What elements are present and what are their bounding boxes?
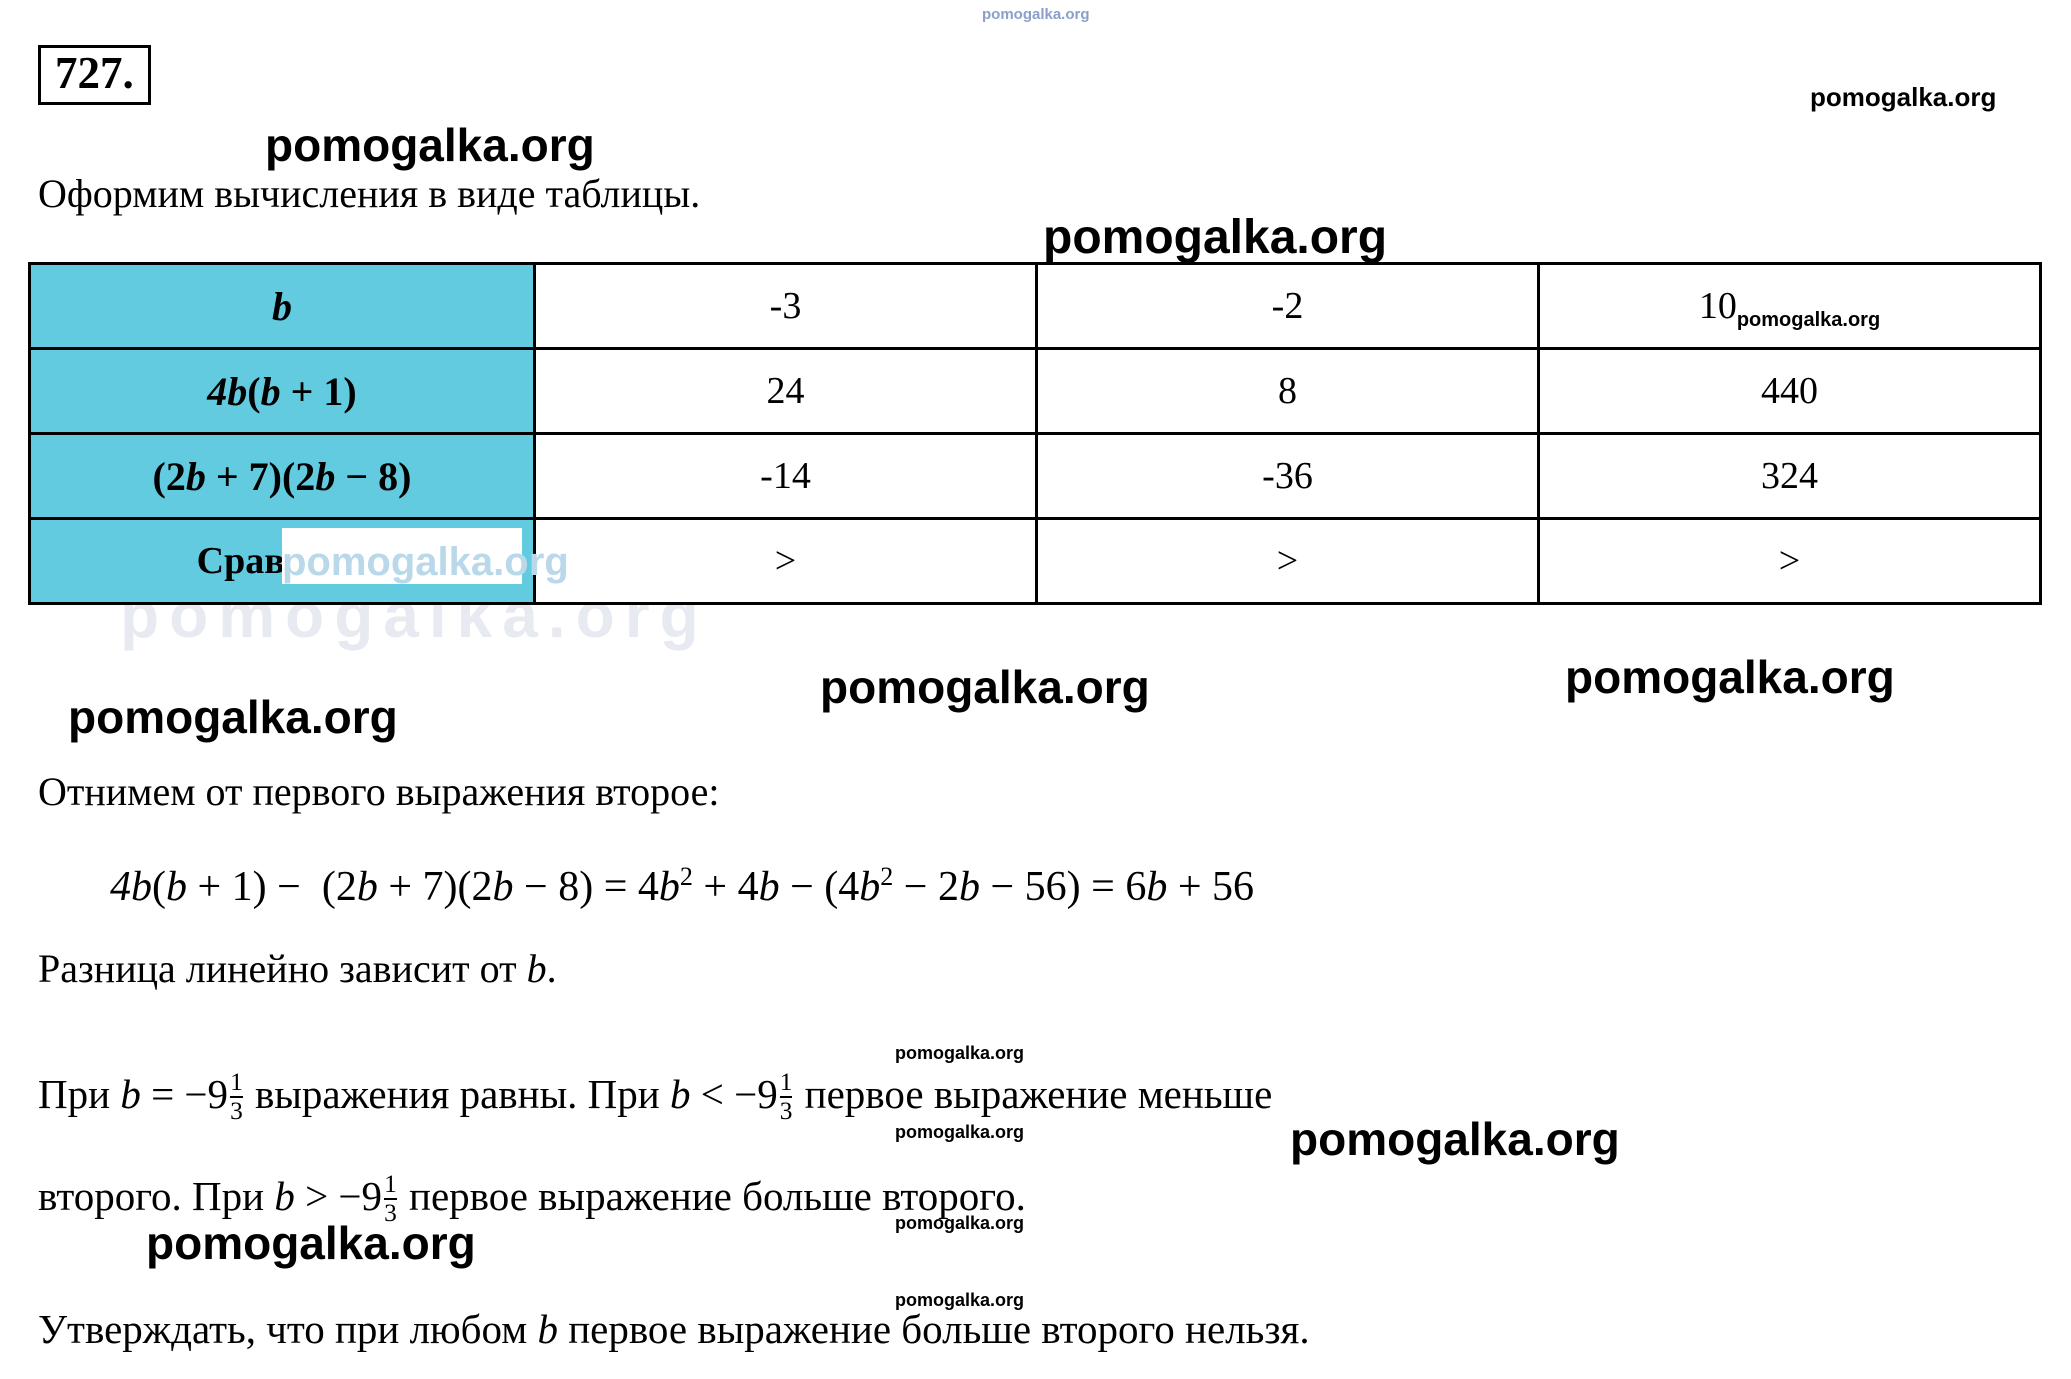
equation: 4b(b + 1) − (2b + 7)(2b − 8) = 4b2 + 4b … (110, 862, 1255, 910)
watermark-mid-center: pomogalka.org (820, 661, 1150, 713)
fraction-denominator: 3 (384, 1197, 397, 1227)
cond-1-prefix: При (38, 1071, 111, 1117)
watermark-top-tiny: pomogalka.org (982, 6, 1090, 23)
table-row-header: 4b(b + 1) (28, 347, 536, 435)
table-row-header: b (28, 262, 536, 350)
variable-b: b (537, 1306, 558, 1352)
table-row: (2b + 7)(2b − 8) -14 -36 324 (28, 432, 2042, 520)
cond-3-prefix: второго. При (38, 1173, 265, 1219)
table-row-header: (2b + 7)(2b − 8) (28, 432, 536, 520)
table-cell: -36 (1035, 432, 1540, 520)
final-line: Утверждать, что при любом b первое выраж… (38, 1305, 1310, 1353)
table-cell: 10pomogalka.org (1537, 262, 2042, 350)
exercise-number: 727. (38, 45, 151, 105)
fraction-denominator: 3 (779, 1095, 793, 1125)
watermark-big-right: pomogalka.org (1290, 1113, 1620, 1165)
watermark-head-1: pomogalka.org (265, 119, 595, 171)
watermark-in-cell: pomogalka.org (1736, 309, 1881, 331)
cond-2-text: первое выражение меньше (804, 1071, 1273, 1117)
subtract-line: Отнимем от первого выражения второе: (38, 769, 720, 814)
watermark-mid-left: pomogalka.org (68, 691, 398, 743)
watermark-top-right: pomogalka.org (1810, 82, 1997, 112)
cond-2-relation: < −9 (700, 1071, 778, 1117)
cond-3-relation: > −9 (305, 1173, 383, 1219)
conditions-line-1: При b = −9 1 3 выражения равны. При b < −9… (38, 1067, 1273, 1126)
fraction-numerator: 1 (779, 1067, 793, 1096)
cond-3-text: первое выражение больше второго. (409, 1173, 1026, 1219)
table-cell: -14 (533, 432, 1038, 520)
table-cell: 24 (533, 347, 1038, 435)
cond-1-text: выражения равны. При (255, 1071, 660, 1117)
watermark-mid-right: pomogalka.org (1565, 651, 1895, 703)
watermark-head-2: pomogalka.org (1043, 211, 1388, 264)
conditions-line-2: второго. При b > −9 1 3 первое выражение б… (38, 1171, 1026, 1228)
variable-b: b (526, 946, 547, 991)
table-cell: > (1537, 517, 2042, 605)
table-cell: 324 (1537, 432, 2042, 520)
table-cell: 8 (1035, 347, 1540, 435)
fraction-numerator: 1 (384, 1169, 397, 1198)
variable-b: b (669, 1071, 691, 1117)
fraction-numerator: 1 (230, 1067, 243, 1096)
computation-table: b -3 -2 10pomogalka.org 4b(b + 1) 24 8 4… (28, 262, 2042, 605)
watermark-small-1: pomogalka.org (895, 1043, 1025, 1063)
linear-dependence-text: Разница линейно зависит от (38, 946, 517, 991)
table-row: b -3 -2 10pomogalka.org (28, 262, 2042, 350)
table-cell: > (533, 517, 1038, 605)
intro-line: Оформим вычисления в виде таблицы. (38, 171, 701, 216)
table-row: 4b(b + 1) 24 8 440 (28, 347, 2042, 435)
table-cell: 440 (1537, 347, 2042, 435)
final-line-tail: первое выражение больше второго нельзя. (568, 1306, 1310, 1352)
table-cell: -3 (533, 262, 1038, 350)
variable-b: b (274, 1173, 295, 1219)
final-line-prefix: Утверждать, что при любом (38, 1306, 528, 1352)
cond-1-relation: = −9 (151, 1071, 229, 1117)
table-cell-value: 10 (1698, 285, 1737, 327)
watermark-patch (282, 528, 522, 584)
variable-b: b (120, 1071, 141, 1117)
table-cell: > (1035, 517, 1540, 605)
fraction-denominator: 3 (230, 1095, 243, 1125)
linear-dependence-line: Разница линейно зависит от b. (38, 945, 557, 992)
linear-dependence-period: . (546, 946, 557, 991)
table-cell: -2 (1035, 262, 1540, 350)
